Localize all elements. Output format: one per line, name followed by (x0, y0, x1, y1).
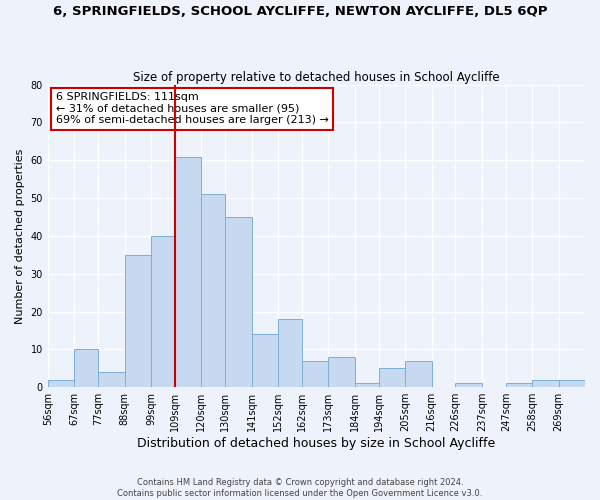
Bar (559, 380, 585, 387)
Text: Contains HM Land Registry data © Crown copyright and database right 2024.
Contai: Contains HM Land Registry data © Crown c… (118, 478, 482, 498)
Bar (48, 380, 74, 387)
Bar (151, 236, 175, 387)
Bar (455, 384, 482, 387)
Bar (98, 372, 125, 387)
Bar (379, 368, 405, 387)
Bar (532, 380, 559, 387)
Bar (278, 319, 302, 387)
Text: 6, SPRINGFIELDS, SCHOOL AYCLIFFE, NEWTON AYCLIFFE, DL5 6QP: 6, SPRINGFIELDS, SCHOOL AYCLIFFE, NEWTON… (53, 5, 547, 18)
Bar (251, 334, 278, 387)
Bar (328, 357, 355, 387)
Y-axis label: Number of detached properties: Number of detached properties (15, 148, 25, 324)
Bar (405, 360, 431, 387)
Bar (175, 156, 201, 387)
Title: Size of property relative to detached houses in School Aycliffe: Size of property relative to detached ho… (133, 70, 500, 84)
Bar (302, 360, 328, 387)
Bar (355, 384, 379, 387)
Bar (125, 255, 151, 387)
Bar (74, 350, 98, 387)
Bar (506, 384, 532, 387)
Bar (225, 217, 251, 387)
X-axis label: Distribution of detached houses by size in School Aycliffe: Distribution of detached houses by size … (137, 437, 496, 450)
Bar (201, 194, 225, 387)
Text: 6 SPRINGFIELDS: 111sqm
← 31% of detached houses are smaller (95)
69% of semi-det: 6 SPRINGFIELDS: 111sqm ← 31% of detached… (56, 92, 329, 126)
